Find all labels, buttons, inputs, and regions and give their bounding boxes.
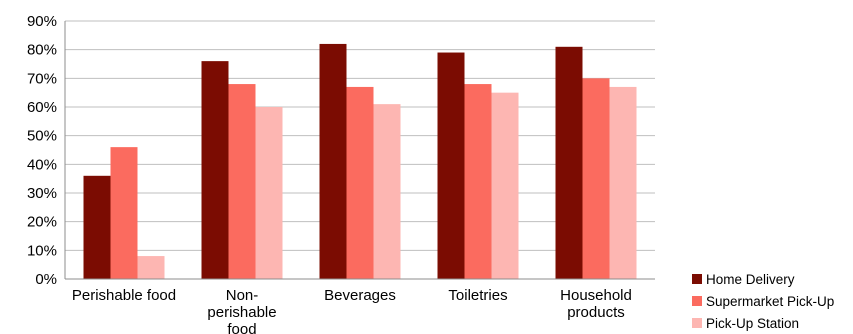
y-tick-label: 50% (27, 128, 57, 145)
bar (228, 84, 256, 279)
x-tick-label: Toiletries (448, 287, 507, 304)
bars (83, 43, 637, 280)
y-tick-label: 20% (27, 214, 57, 231)
x-tick-label: food (227, 321, 256, 334)
bar (255, 107, 283, 279)
bar (491, 92, 519, 280)
bar (582, 78, 610, 279)
y-tick-label: 10% (27, 242, 57, 259)
legend-swatch (692, 296, 702, 306)
y-tick-label: 40% (27, 156, 57, 173)
x-tick-label: Perishable food (72, 287, 176, 304)
y-tick-label: 80% (27, 42, 57, 59)
bar (555, 46, 583, 279)
x-tick-label: products (567, 304, 625, 321)
bar (319, 43, 347, 279)
bar (110, 147, 138, 279)
y-tick-label: 70% (27, 70, 57, 87)
legend-swatch (692, 274, 702, 284)
bar (464, 84, 492, 279)
legend-swatch (692, 318, 702, 328)
bar (373, 104, 401, 279)
bar (346, 86, 374, 279)
y-axis: 0% 10% 20% 30% 40% 50% 60% 70% 80% 90% (27, 13, 66, 288)
x-tick-label: Beverages (324, 287, 396, 304)
legend-label: Supermarket Pick-Up (706, 294, 834, 309)
bar (609, 86, 637, 279)
bar (137, 256, 165, 279)
bar (201, 61, 229, 280)
x-tick-label: perishable (207, 304, 276, 321)
bar (437, 52, 465, 280)
bar (83, 175, 111, 279)
y-tick-label: 90% (27, 13, 57, 30)
x-tick-label: Household (560, 287, 632, 304)
y-tick-label: 0% (35, 271, 57, 288)
legend: Home Delivery Supermarket Pick-Up Pick-Up … (692, 272, 834, 331)
y-tick-label: 30% (27, 185, 57, 202)
legend-label: Pick-Up Station (706, 316, 799, 331)
legend-label: Home Delivery (706, 272, 795, 287)
x-tick-label: Non- (226, 287, 259, 304)
y-tick-label: 60% (27, 99, 57, 116)
